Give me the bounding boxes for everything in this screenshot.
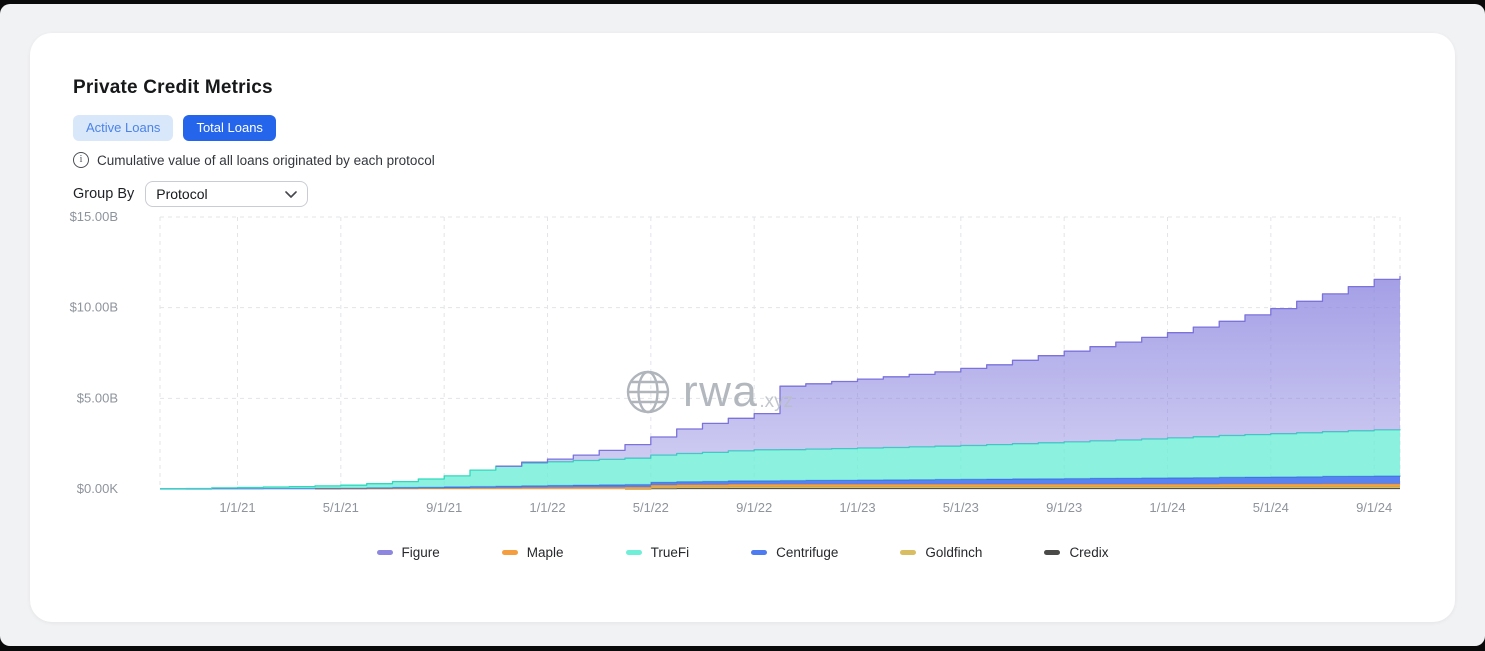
- chevron-down-icon: [285, 190, 298, 198]
- svg-text:5/1/21: 5/1/21: [323, 500, 359, 515]
- chart-area: $0.00K $5.00B $10.00B $15.00B 1/1/21 5/1/21 9/…: [30, 209, 1455, 544]
- svg-text:$10.00B: $10.00B: [70, 300, 118, 315]
- screen-background: Private Credit Metrics Active Loans Tota…: [0, 4, 1485, 646]
- chart-legend: Figure Maple TrueFi Centrifuge Goldfinch…: [30, 545, 1455, 560]
- info-icon[interactable]: [73, 152, 89, 168]
- group-by-value: Protocol: [156, 186, 208, 202]
- legend-marker-goldfinch: [900, 550, 917, 555]
- legend-label: Figure: [401, 545, 440, 560]
- legend-marker-centrifuge: [751, 550, 768, 555]
- tab-active-loans[interactable]: Active Loans: [73, 115, 174, 142]
- page-title: Private Credit Metrics: [73, 77, 273, 98]
- svg-text:9/1/21: 9/1/21: [426, 500, 462, 515]
- chart-canvas[interactable]: $0.00K $5.00B $10.00B $15.00B 1/1/21 5/1/21 9/…: [60, 209, 1420, 531]
- svg-text:5/1/22: 5/1/22: [633, 500, 669, 515]
- svg-text:$0.00K: $0.00K: [77, 481, 119, 496]
- svg-text:$5.00B: $5.00B: [77, 390, 118, 405]
- legend-item-truefi[interactable]: TrueFi: [625, 545, 690, 560]
- legend-label: Maple: [526, 545, 564, 560]
- legend-label: Credix: [1069, 545, 1109, 560]
- svg-text:9/1/22: 9/1/22: [736, 500, 772, 515]
- legend-item-goldfinch[interactable]: Goldfinch: [900, 545, 982, 560]
- legend-marker-credix: [1044, 550, 1061, 555]
- svg-text:$15.00B: $15.00B: [70, 209, 118, 224]
- legend-item-figure[interactable]: Figure: [376, 545, 440, 560]
- group-by-label: Group By: [73, 186, 135, 202]
- group-by-select[interactable]: Protocol: [145, 181, 309, 207]
- svg-text:5/1/24: 5/1/24: [1253, 500, 1289, 515]
- metrics-card: Private Credit Metrics Active Loans Tota…: [30, 33, 1455, 622]
- svg-text:1/1/23: 1/1/23: [839, 500, 875, 515]
- legend-label: TrueFi: [650, 545, 690, 560]
- tab-total-loans[interactable]: Total Loans: [183, 115, 276, 142]
- chart-description-row: Cumulative value of all loans originated…: [73, 152, 435, 168]
- legend-marker-maple: [501, 550, 518, 555]
- chart-description: Cumulative value of all loans originated…: [97, 152, 435, 168]
- svg-text:5/1/23: 5/1/23: [943, 500, 979, 515]
- legend-label: Centrifuge: [776, 545, 839, 560]
- legend-item-maple[interactable]: Maple: [501, 545, 564, 560]
- svg-text:1/1/21: 1/1/21: [219, 500, 255, 515]
- svg-text:9/1/24: 9/1/24: [1356, 500, 1392, 515]
- legend-label: Goldfinch: [925, 545, 983, 560]
- group-by-row: Group By Protocol: [73, 181, 309, 207]
- loan-type-tabs: Active Loans Total Loans: [73, 115, 276, 142]
- legend-marker-figure: [376, 550, 393, 555]
- svg-text:1/1/22: 1/1/22: [529, 500, 565, 515]
- svg-text:1/1/24: 1/1/24: [1149, 500, 1185, 515]
- legend-item-centrifuge[interactable]: Centrifuge: [751, 545, 838, 560]
- svg-text:9/1/23: 9/1/23: [1046, 500, 1082, 515]
- legend-item-credix[interactable]: Credix: [1044, 545, 1108, 560]
- legend-marker-truefi: [625, 550, 642, 555]
